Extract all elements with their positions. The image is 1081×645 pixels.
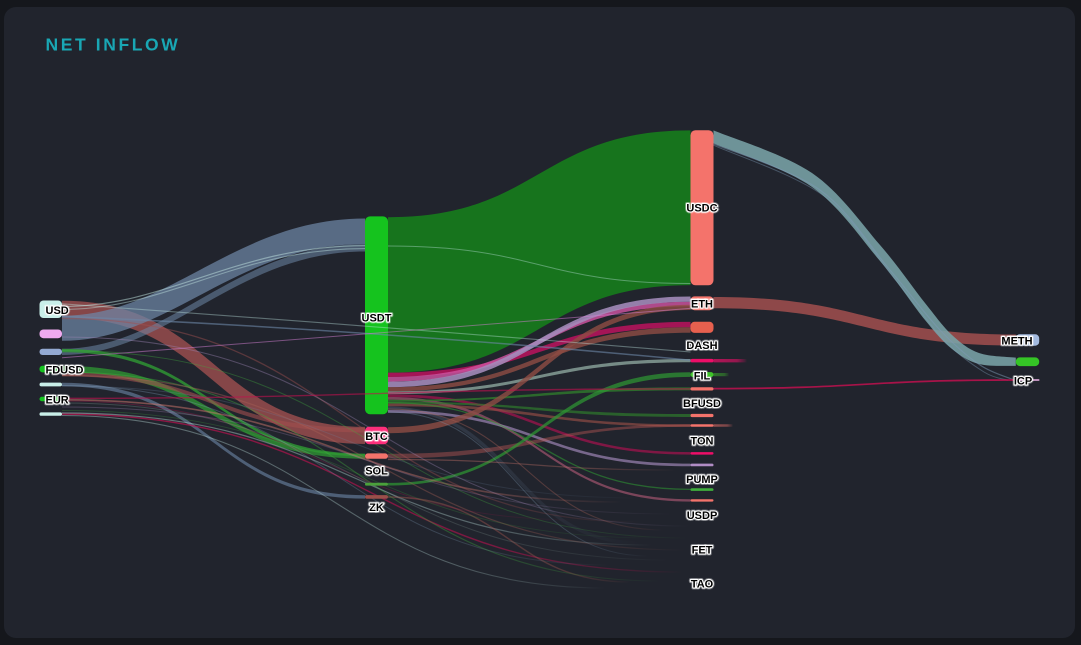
svg-text:USDC: USDC [686, 203, 717, 215]
svg-text:TON: TON [690, 436, 713, 448]
svg-text:METH: METH [1001, 335, 1032, 347]
svg-text:ETH: ETH [691, 299, 713, 311]
svg-text:BTC: BTC [365, 431, 388, 443]
svg-text:EUR: EUR [46, 394, 69, 406]
svg-text:BTC: BTC [365, 431, 388, 443]
svg-text:USDP: USDP [687, 510, 718, 522]
svg-text:ZK: ZK [369, 502, 384, 514]
svg-text:FDUSD: FDUSD [46, 364, 84, 376]
svg-text:FIL: FIL [694, 370, 711, 382]
svg-text:USDC: USDC [686, 203, 717, 215]
svg-text:SOL: SOL [365, 465, 388, 477]
svg-text:TAO: TAO [691, 579, 714, 591]
svg-text:EUR: EUR [46, 394, 69, 406]
svg-text:ETH: ETH [691, 299, 713, 311]
svg-text:FDUSD: FDUSD [46, 364, 84, 376]
svg-text:SOL: SOL [365, 465, 388, 477]
svg-text:TON: TON [690, 436, 713, 448]
svg-text:FET: FET [692, 545, 713, 557]
svg-text:FET: FET [692, 545, 713, 557]
svg-text:DASH: DASH [686, 340, 717, 352]
svg-text:USD: USD [46, 305, 69, 317]
svg-text:ICP: ICP [1014, 376, 1032, 388]
svg-text:ICP: ICP [1014, 376, 1032, 388]
svg-text:BFUSD: BFUSD [683, 398, 721, 410]
svg-text:TAO: TAO [691, 579, 714, 591]
svg-text:USDP: USDP [687, 510, 718, 522]
svg-text:PUMP: PUMP [686, 474, 718, 486]
svg-text:NET INFLOW: NET INFLOW [46, 35, 181, 55]
svg-text:ZK: ZK [369, 502, 384, 514]
svg-text:USDT: USDT [362, 312, 392, 324]
svg-text:FIL: FIL [694, 370, 711, 382]
svg-text:USD: USD [46, 305, 69, 317]
svg-text:DASH: DASH [686, 340, 717, 352]
svg-text:METH: METH [1001, 335, 1032, 347]
svg-text:BFUSD: BFUSD [683, 398, 721, 410]
svg-text:PUMP: PUMP [686, 474, 718, 486]
svg-text:USDT: USDT [362, 312, 392, 324]
